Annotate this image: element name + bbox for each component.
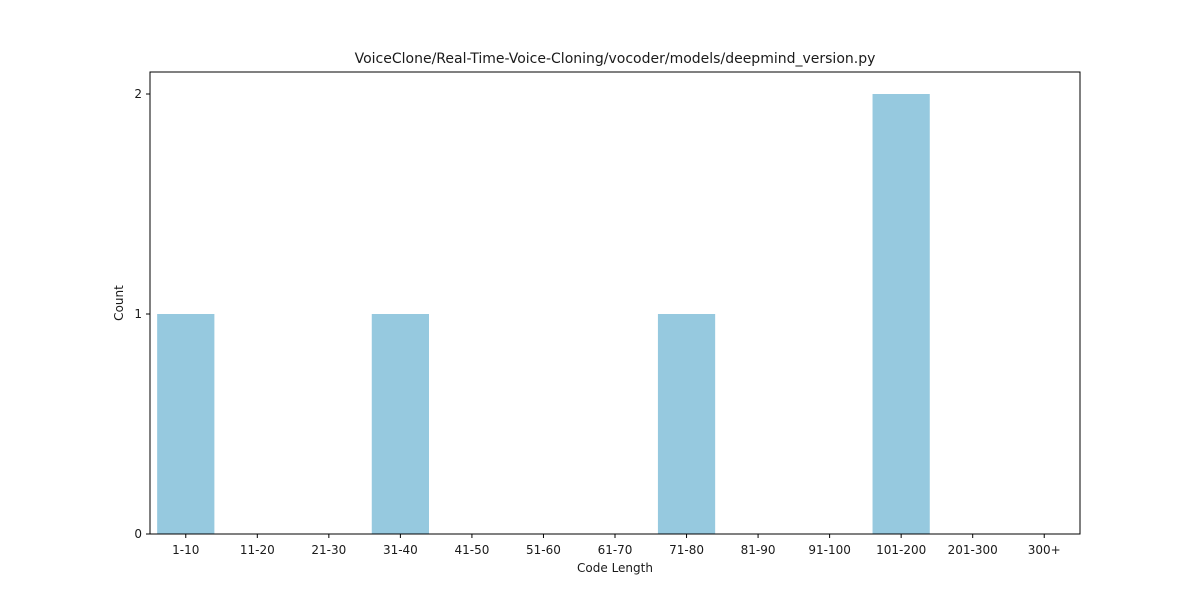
x-tick-label: 300+	[1028, 543, 1061, 557]
x-tick-label: 71-80	[669, 543, 704, 557]
bar	[872, 94, 930, 534]
y-axis-label: Count	[112, 285, 126, 321]
y-axis-ticks: 0 1 2	[134, 87, 150, 541]
plot-frame	[149, 71, 1081, 535]
x-tick-label: 41-50	[454, 543, 489, 557]
x-tick-label: 1-10	[172, 543, 199, 557]
bar	[657, 314, 716, 534]
x-tick-label: 11-20	[240, 543, 275, 557]
y-tick-label: 1	[134, 307, 142, 321]
x-tick-label: 61-70	[598, 543, 633, 557]
x-tick-label: 81-90	[741, 543, 776, 557]
bar	[157, 314, 215, 534]
y-tick-label: 0	[134, 527, 142, 541]
chart-title: VoiceClone/Real-Time-Voice-Cloning/vocod…	[355, 51, 876, 67]
x-tick-label: 91-100	[808, 543, 851, 557]
x-tick-label: 51-60	[526, 543, 561, 557]
x-tick-label: 31-40	[383, 543, 418, 557]
bar	[371, 314, 429, 534]
x-tick-label: 21-30	[311, 543, 346, 557]
x-axis-ticks: 1-10 11-20 21-30 31-40 41-50 51-60 61-70 71-80 8…	[172, 534, 1061, 557]
y-tick-label: 2	[134, 87, 142, 101]
x-axis-label: Code Length	[577, 561, 653, 575]
x-tick-label: 101-200	[876, 543, 926, 557]
x-tick-label: 201-300	[948, 543, 998, 557]
bars-layer	[157, 94, 930, 534]
